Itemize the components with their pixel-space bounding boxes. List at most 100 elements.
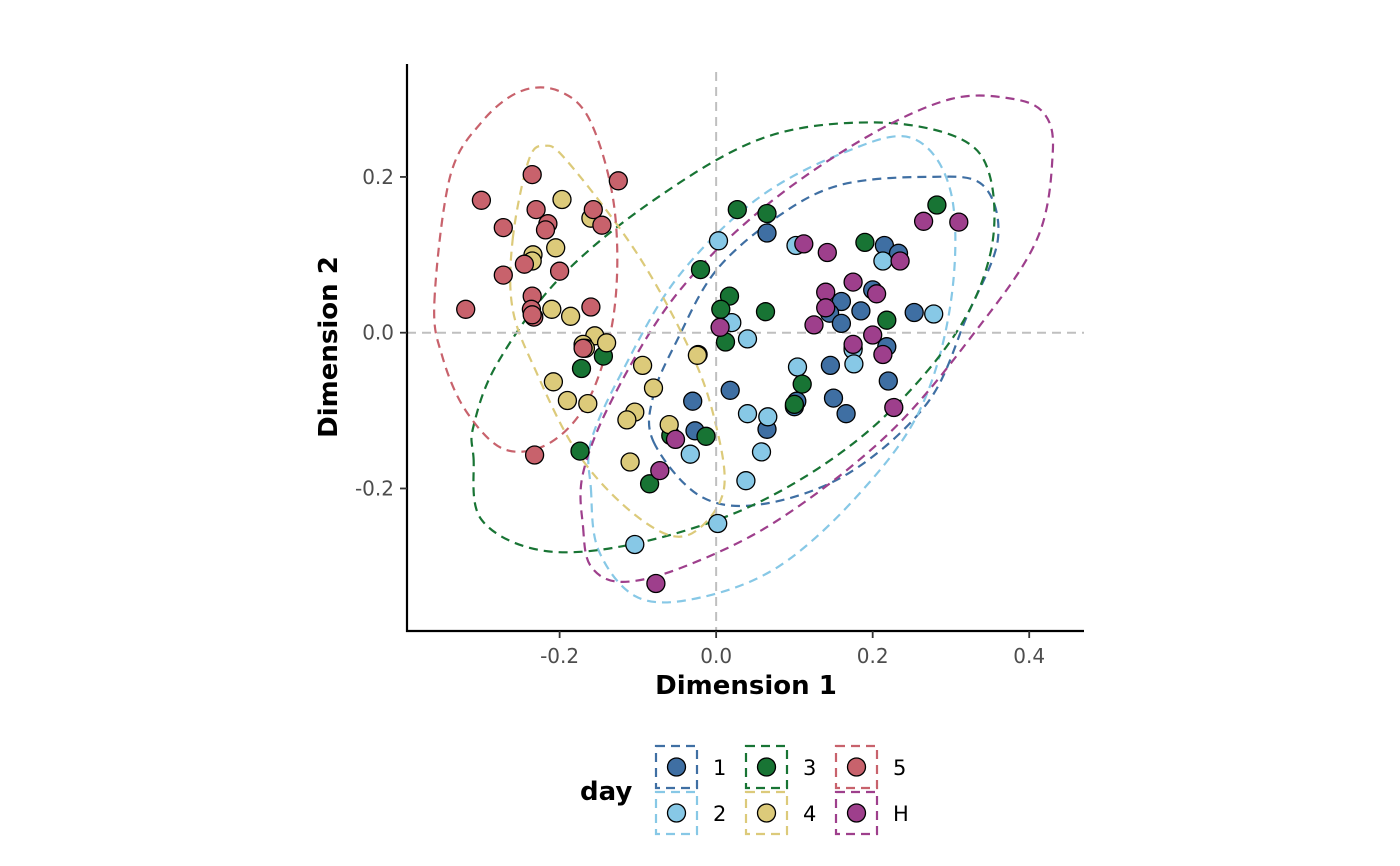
point-day-4 xyxy=(643,378,664,398)
point-day-1 xyxy=(831,313,852,334)
legend-label: 1 xyxy=(713,756,726,780)
point-day-4 xyxy=(632,355,653,376)
point-day-4 xyxy=(546,238,566,258)
point-day-4 xyxy=(596,333,617,353)
ellipse-day-1 xyxy=(647,175,1000,508)
point-day-2 xyxy=(751,442,772,462)
point-day-3 xyxy=(696,426,716,446)
legend-item-4: 4 xyxy=(744,790,816,836)
x-tick-label: 0.4 xyxy=(1013,644,1045,668)
legend-label: 5 xyxy=(893,756,906,780)
point-day-1 xyxy=(836,404,856,424)
point-day-5 xyxy=(592,215,612,235)
point-day-4 xyxy=(557,390,578,411)
legend-label: 3 xyxy=(803,756,816,780)
legend-label: 4 xyxy=(803,802,816,826)
point-day-1 xyxy=(683,391,703,411)
point-day-3 xyxy=(784,394,805,415)
reference-lines xyxy=(407,72,1084,631)
point-day-1 xyxy=(904,302,924,323)
point-day-5 xyxy=(493,217,513,238)
point-day-1 xyxy=(820,355,841,376)
point-day-1 xyxy=(878,371,898,391)
point-day-4 xyxy=(542,299,562,319)
point-day-H xyxy=(890,251,910,271)
legend-key-ellipse xyxy=(744,744,789,790)
point-day-H xyxy=(873,344,893,365)
point-day-4 xyxy=(617,410,637,430)
y-tick-label: 0.0 xyxy=(362,321,394,345)
point-day-H xyxy=(646,573,666,594)
legend-key-point xyxy=(756,803,777,823)
point-day-3 xyxy=(757,203,777,224)
ellipse-day-H xyxy=(579,94,1055,584)
point-day-H xyxy=(710,317,730,337)
point-day-4 xyxy=(560,306,581,326)
legend-key-point xyxy=(666,757,687,777)
point-day-2 xyxy=(680,444,700,464)
point-day-5 xyxy=(471,190,492,210)
point-day-H xyxy=(863,325,883,345)
legend-key-point xyxy=(846,757,867,777)
y-tick-label: 0.2 xyxy=(362,165,394,189)
point-day-5 xyxy=(535,220,556,240)
point-day-4 xyxy=(578,393,598,414)
point-day-H xyxy=(804,315,824,335)
legend: day 1 2 3 4 5 H xyxy=(580,744,909,836)
point-day-2 xyxy=(625,534,645,555)
point-day-H xyxy=(866,284,887,304)
point-day-4 xyxy=(552,189,572,210)
legend-item-2: 2 xyxy=(654,790,726,836)
point-day-5 xyxy=(581,297,601,317)
legend-key-ellipse xyxy=(654,744,699,790)
x-axis-title: Dimension 1 xyxy=(655,671,837,701)
point-day-3 xyxy=(719,286,740,306)
legend-label: 2 xyxy=(713,802,726,826)
point-day-2 xyxy=(873,251,893,271)
point-day-2 xyxy=(758,407,778,427)
ellipse-day-5 xyxy=(433,86,619,453)
y-axis-title: Dimension 2 xyxy=(314,256,344,438)
legend-label: H xyxy=(893,802,909,826)
points-layer xyxy=(456,164,969,594)
point-day-4 xyxy=(687,345,708,365)
legend-title: day xyxy=(580,777,632,807)
legend-item-3: 3 xyxy=(744,744,816,790)
point-day-5 xyxy=(583,199,603,220)
point-day-2 xyxy=(737,329,758,349)
legend-key-ellipse xyxy=(654,790,699,836)
legend-key-ellipse xyxy=(834,790,879,836)
point-day-5 xyxy=(514,254,535,274)
point-day-1 xyxy=(851,301,871,321)
point-day-1 xyxy=(720,380,740,400)
point-day-1 xyxy=(823,388,844,408)
point-day-H xyxy=(665,429,686,450)
point-day-3 xyxy=(927,195,947,215)
point-day-3 xyxy=(571,358,592,379)
point-day-4 xyxy=(620,452,640,472)
point-day-H xyxy=(843,272,863,292)
legend-key-ellipse xyxy=(744,790,789,836)
legend-key-ellipse xyxy=(834,744,879,790)
point-day-5 xyxy=(608,171,628,191)
x-tick-label: -0.2 xyxy=(540,644,579,668)
point-day-3 xyxy=(855,232,875,253)
point-day-2 xyxy=(924,304,944,324)
point-day-H xyxy=(949,212,969,232)
point-day-3 xyxy=(727,199,747,220)
point-day-3 xyxy=(570,441,590,461)
ellipse-day-2 xyxy=(587,135,957,604)
ellipses-layer xyxy=(433,86,1055,604)
point-day-H xyxy=(650,460,670,481)
legend-item-H: H xyxy=(834,790,909,836)
point-day-3 xyxy=(639,474,660,494)
point-day-3 xyxy=(711,299,731,319)
x-tick-label: 0.2 xyxy=(857,644,889,668)
point-day-5 xyxy=(522,305,542,325)
point-day-5 xyxy=(522,164,542,185)
point-day-3 xyxy=(877,310,897,330)
point-day-H xyxy=(884,397,904,418)
axes: -0.2 0.0 0.2 0.4 -0.2 0.0 0.2 xyxy=(355,64,1084,668)
point-day-3 xyxy=(690,259,711,280)
